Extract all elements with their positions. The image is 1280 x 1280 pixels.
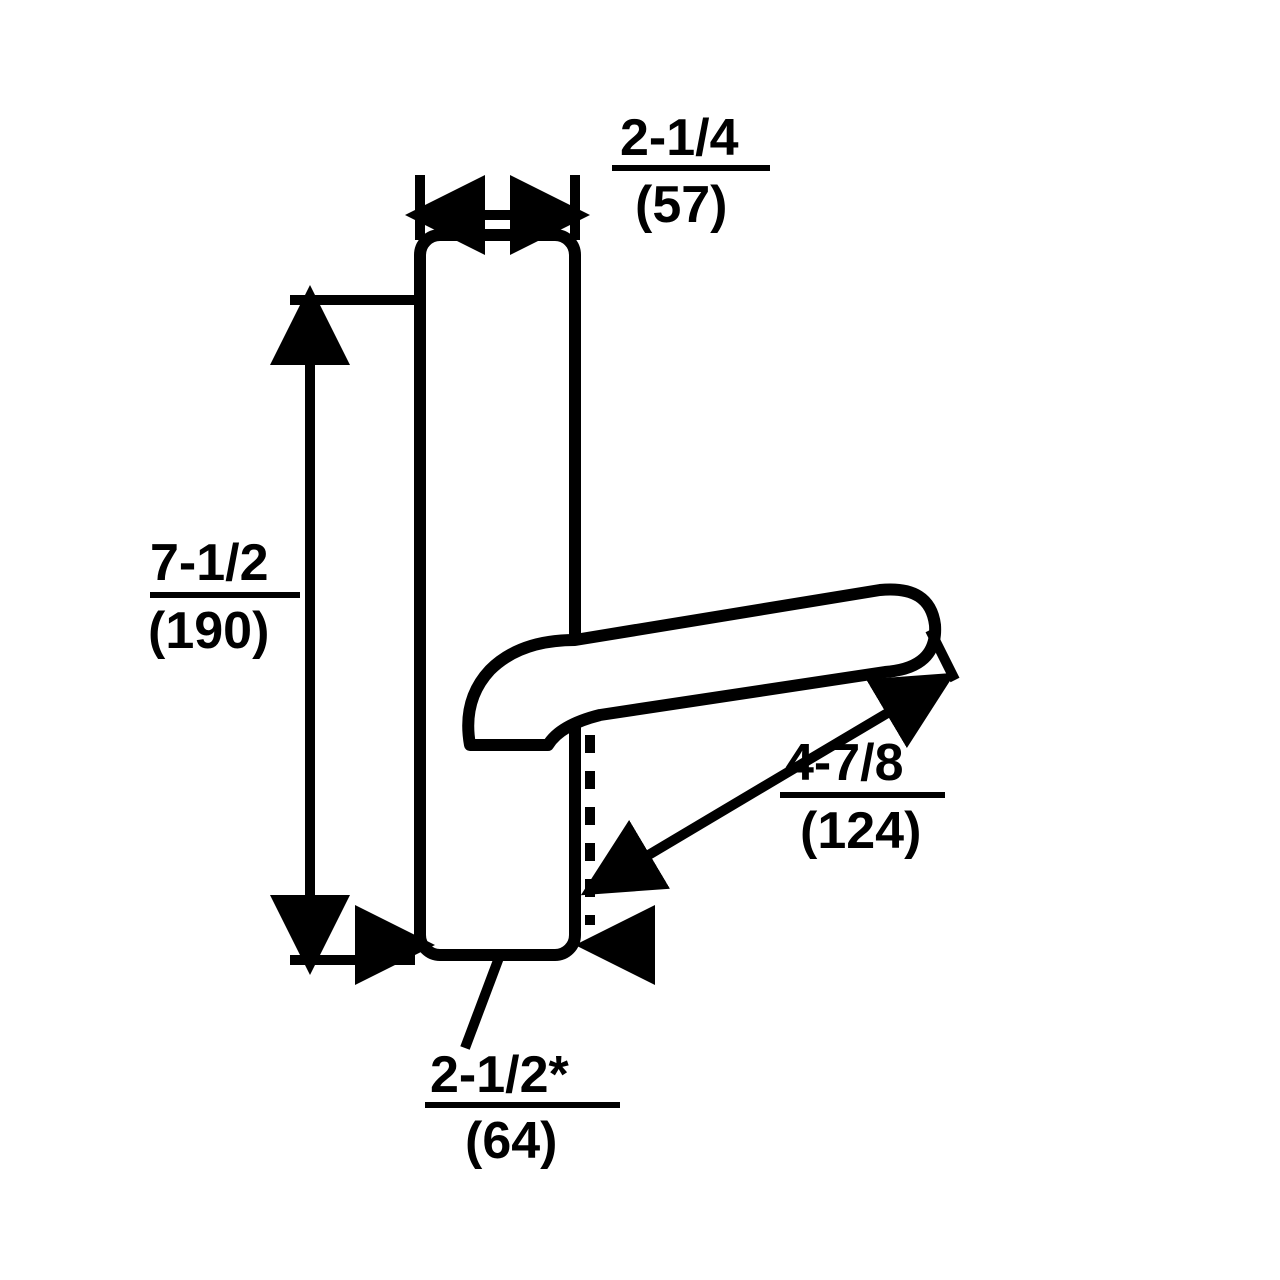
dimension-width-top: 2-1/4 (57) xyxy=(420,109,770,240)
escutcheon-plate xyxy=(420,235,575,955)
dim-height-metric: (190) xyxy=(148,602,269,660)
dim-lever-metric: (124) xyxy=(800,802,921,860)
dimension-height-left: 7-1/2 (190) xyxy=(148,300,415,960)
dim-lever-imperial: 4-7/8 xyxy=(785,734,904,792)
dim-backset-metric: (64) xyxy=(465,1112,557,1170)
dim-width-imperial: 2-1/4 xyxy=(620,109,739,167)
technical-drawing: 2-1/4 (57) 7-1/2 (190) 4-7/8 (124) 2-1/2… xyxy=(0,0,1280,1280)
dim-height-imperial: 7-1/2 xyxy=(150,534,269,592)
dimension-backset: 2-1/2* (64) xyxy=(370,945,640,1170)
dim-backset-imperial: 2-1/2* xyxy=(430,1046,570,1104)
dim-width-metric: (57) xyxy=(635,176,727,234)
